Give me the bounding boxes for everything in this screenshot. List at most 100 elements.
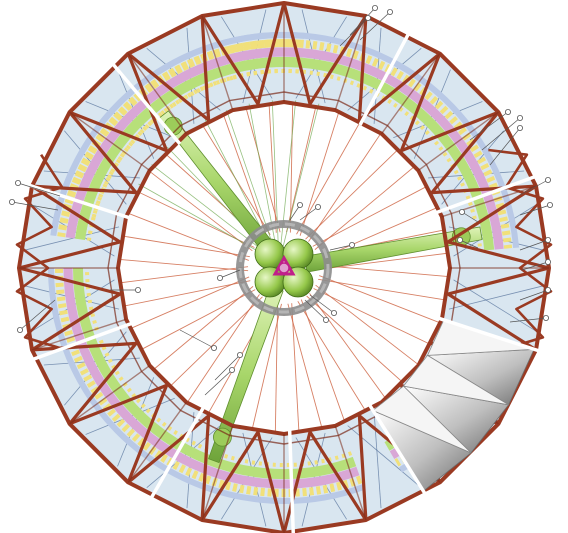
- truss-zigzag: [15, 153, 64, 350]
- mirror-facet: [372, 385, 472, 454]
- spoke-line: [268, 102, 277, 233]
- spoke-line: [122, 280, 251, 307]
- callout-marker: [458, 208, 465, 215]
- truss-diagonal: [31, 111, 138, 195]
- central-hub: [236, 220, 332, 316]
- spoke-line: [291, 303, 300, 434]
- truss-strut: [381, 53, 441, 135]
- callout-leader: [519, 179, 549, 196]
- callout-marker: [545, 258, 552, 265]
- truss-strut: [127, 53, 187, 135]
- spoke-line: [314, 165, 416, 250]
- segment-seam: [27, 183, 131, 220]
- support-cable: [278, 103, 320, 264]
- spoke-line: [319, 275, 441, 324]
- spoke-line: [139, 289, 256, 351]
- spoke-line: [129, 276, 250, 330]
- callout-leader: [519, 289, 549, 301]
- callout-leader: [509, 317, 547, 323]
- spoke-cables: [118, 100, 450, 434]
- spoke-line: [186, 294, 260, 404]
- callout-marker: [322, 316, 329, 323]
- callout-leader: [11, 201, 59, 211]
- callout-leader: [19, 299, 56, 331]
- callout-marker: [364, 14, 371, 21]
- truss-zigzag: [488, 148, 553, 350]
- spoke-line: [308, 132, 382, 242]
- spoke-line: [287, 303, 323, 430]
- callout-leader: [519, 239, 549, 251]
- callout-marker: [348, 241, 355, 248]
- spoke-line: [118, 258, 249, 272]
- callout-marker: [543, 314, 550, 321]
- spoke-line: [306, 295, 404, 384]
- habitat-stripe: [62, 46, 227, 211]
- truss-strut: [417, 111, 499, 171]
- mirror-facet: [402, 354, 509, 406]
- spoke-line: [313, 288, 432, 346]
- callout-leader: [309, 294, 335, 314]
- spoke-line: [222, 113, 268, 237]
- habitat-stripe: [88, 68, 483, 251]
- callout-marker: [14, 179, 21, 186]
- spoke-line: [148, 170, 253, 252]
- spoke-line: [305, 148, 400, 240]
- callout-leader: [481, 117, 521, 151]
- spoke-line: [319, 264, 450, 278]
- truss-diagonal: [446, 266, 550, 352]
- callout-leader: [459, 239, 479, 249]
- callout-marker: [517, 115, 524, 122]
- spoke-line: [297, 301, 367, 413]
- truss-diagonal: [127, 414, 211, 521]
- spoke-line: [319, 252, 450, 270]
- callout-marker: [386, 8, 393, 15]
- callout-marker: [371, 5, 378, 11]
- segment-seams: [27, 29, 541, 533]
- spoke-line: [300, 299, 346, 423]
- callout-marker: [517, 125, 524, 132]
- truss-diagonal: [18, 266, 122, 352]
- segment-seam: [287, 429, 296, 533]
- habitat-stripe: [232, 69, 302, 80]
- callout-leader: [289, 204, 301, 221]
- callout-leader: [299, 206, 319, 221]
- callout-marker: [547, 201, 554, 208]
- truss-strut: [127, 401, 187, 483]
- callout-marker: [330, 309, 337, 316]
- spoke-line: [168, 296, 263, 388]
- mirror-segment: [371, 319, 535, 492]
- callout-markers: [8, 5, 554, 396]
- spoke-line: [289, 102, 294, 233]
- habitat-stripe: [224, 39, 304, 55]
- callout-marker: [456, 236, 463, 243]
- spoke-line: [118, 266, 249, 284]
- truss-diagonal: [69, 53, 169, 153]
- callout-leader: [214, 354, 241, 381]
- segment-seam: [437, 316, 541, 353]
- callout-leader: [204, 369, 233, 396]
- callout-leader: [349, 7, 376, 36]
- callout-leader: [339, 17, 369, 47]
- support-cable: [278, 100, 297, 264]
- truss-strut: [334, 425, 367, 521]
- callout-leader: [489, 127, 521, 166]
- spoke-line: [315, 284, 420, 366]
- support-cable: [271, 100, 280, 264]
- callout-leader: [219, 269, 241, 279]
- truss-strut: [334, 15, 367, 111]
- habitat-stripe: [85, 267, 353, 467]
- habitat-stripe: [57, 208, 71, 238]
- truss-diagonal: [200, 2, 286, 106]
- truss-diagonal: [69, 383, 169, 483]
- habitat-stripe: [80, 64, 232, 216]
- callout-marker: [314, 203, 321, 210]
- habitat-stripe: [55, 267, 363, 497]
- spoke-line: [127, 212, 249, 261]
- segment-seam: [30, 321, 133, 362]
- callout-leader: [519, 204, 551, 216]
- segment-seam: [147, 407, 205, 502]
- truss-strut: [69, 111, 151, 171]
- callout-leader: [521, 261, 549, 271]
- callout-marker: [8, 198, 15, 205]
